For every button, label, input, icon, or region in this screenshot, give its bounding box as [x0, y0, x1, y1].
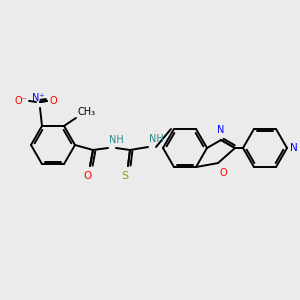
- Text: N: N: [290, 143, 298, 153]
- Text: O: O: [83, 171, 91, 181]
- Text: O: O: [220, 168, 228, 178]
- Text: O: O: [49, 96, 57, 106]
- Text: N⁺: N⁺: [32, 93, 44, 103]
- Text: N: N: [217, 125, 225, 135]
- Text: O⁻: O⁻: [14, 96, 27, 106]
- Text: NH: NH: [109, 135, 124, 145]
- Text: S: S: [122, 171, 129, 181]
- Text: NH: NH: [149, 134, 164, 144]
- Text: CH₃: CH₃: [77, 107, 95, 117]
